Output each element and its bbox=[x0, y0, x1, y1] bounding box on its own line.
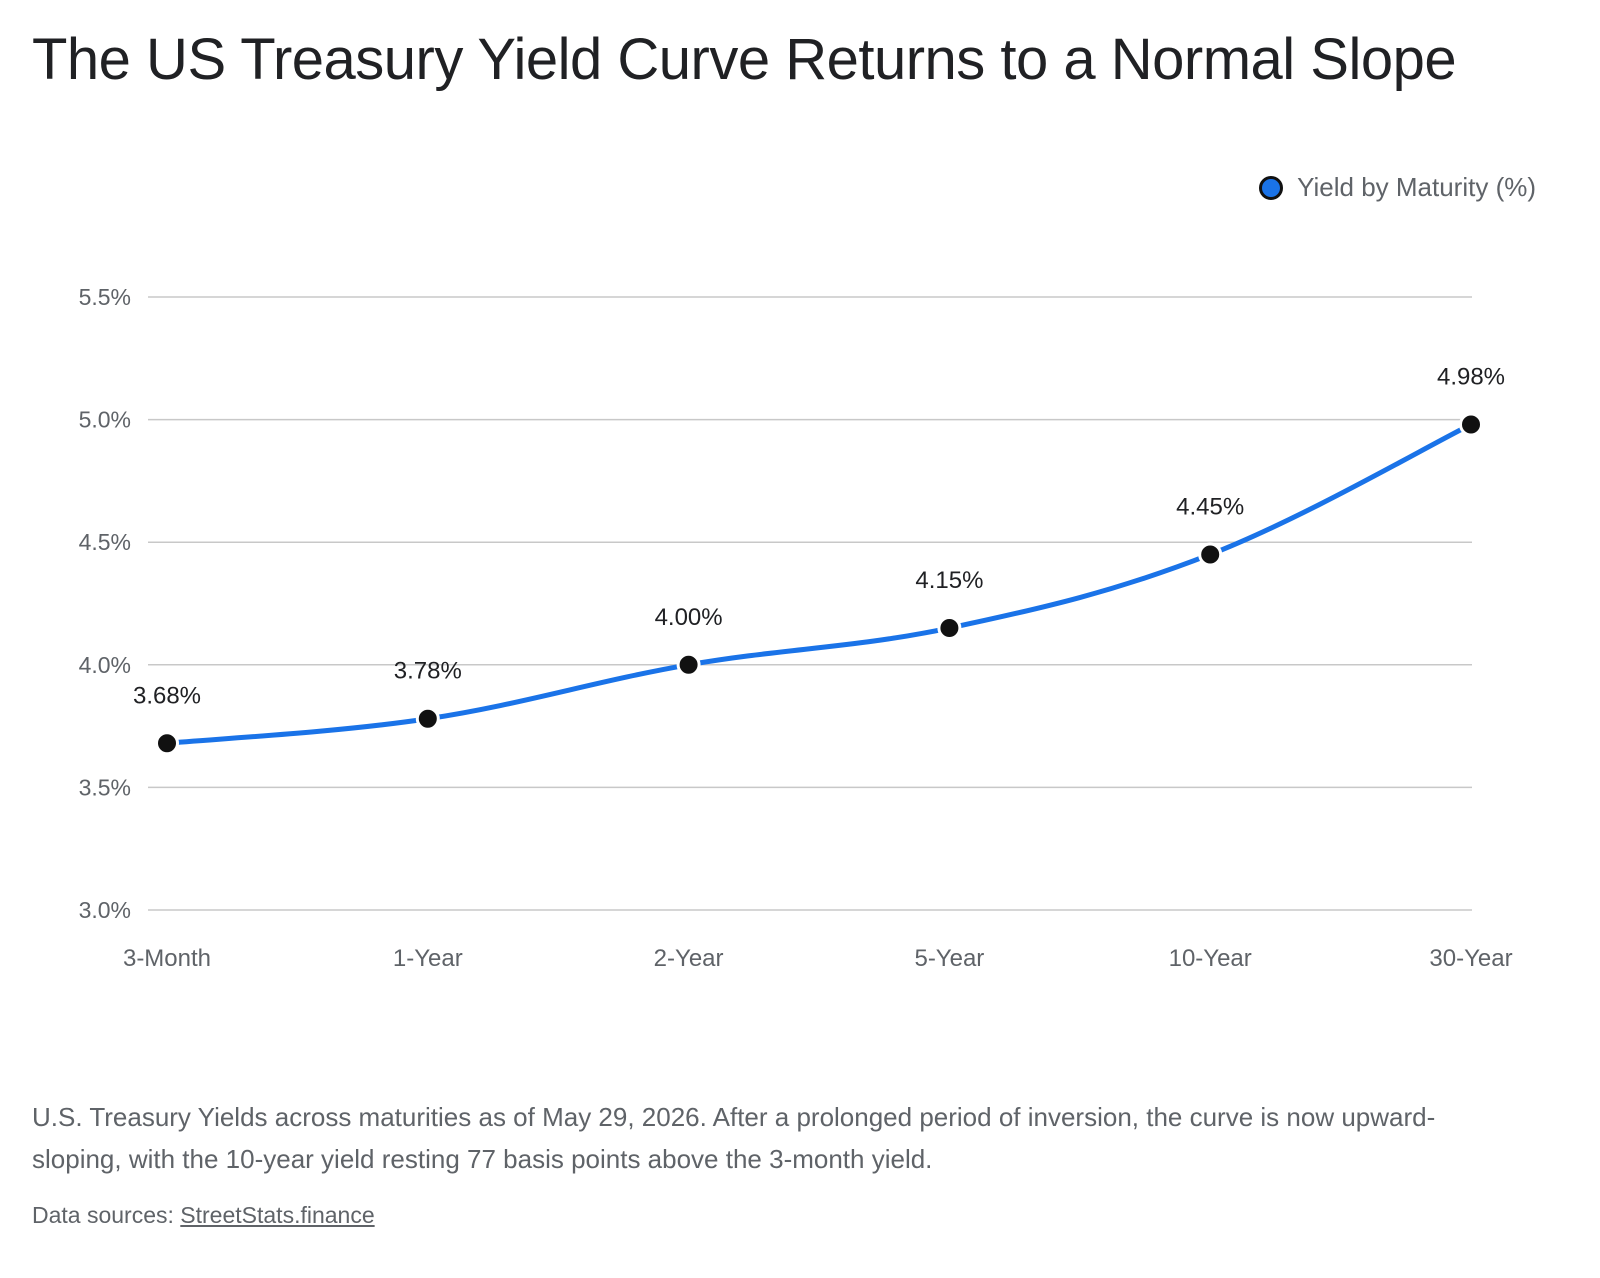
source-link[interactable]: StreetStats.finance bbox=[180, 1202, 375, 1228]
y-tick-label: 4.0% bbox=[79, 652, 131, 678]
x-tick-label: 10-Year bbox=[1169, 945, 1252, 972]
data-sources: Data sources: StreetStats.finance bbox=[32, 1202, 375, 1229]
data-label: 3.68% bbox=[133, 682, 201, 709]
data-point bbox=[937, 616, 962, 641]
y-tick-label: 3.5% bbox=[79, 774, 131, 800]
y-tick-label: 3.0% bbox=[79, 897, 131, 923]
legend-swatch-yield bbox=[1259, 175, 1284, 200]
y-tick-label: 5.5% bbox=[79, 284, 131, 310]
data-label: 4.98% bbox=[1437, 364, 1505, 391]
data-label: 4.45% bbox=[1176, 493, 1244, 520]
x-tick-label: 2-Year bbox=[654, 945, 724, 972]
data-point bbox=[415, 706, 440, 731]
x-tick-label: 5-Year bbox=[914, 945, 984, 972]
data-label: 3.78% bbox=[394, 658, 462, 685]
x-tick-label: 1-Year bbox=[393, 945, 463, 972]
series-line-yield bbox=[164, 422, 1474, 746]
chart-title: The US Treasury Yield Curve Returns to a… bbox=[32, 27, 1457, 92]
chart-caption: U.S. Treasury Yields across maturities a… bbox=[32, 1102, 1436, 1174]
data-label: 4.00% bbox=[655, 604, 723, 631]
legend: Yield by Maturity (%) bbox=[1259, 172, 1536, 203]
data-point bbox=[676, 652, 701, 677]
sources-prefix: Data sources: bbox=[32, 1202, 181, 1228]
y-tick-label: 4.5% bbox=[79, 529, 131, 555]
data-label: 4.15% bbox=[915, 567, 983, 594]
data-point bbox=[155, 731, 179, 756]
y-tick-label: 5.0% bbox=[79, 407, 131, 433]
x-tick-label: 30-Year bbox=[1429, 945, 1512, 972]
data-point bbox=[1198, 542, 1223, 567]
x-tick-label: 3-Month bbox=[123, 945, 211, 972]
data-point bbox=[1459, 412, 1483, 437]
line-chart: 3.0% 3.5% 4.0% 4.5% 5.0% 5.5% 3-Month 1-Year 2-Y… bbox=[79, 284, 1513, 972]
legend-label-yield: Yield by Maturity (%) bbox=[1297, 172, 1536, 202]
